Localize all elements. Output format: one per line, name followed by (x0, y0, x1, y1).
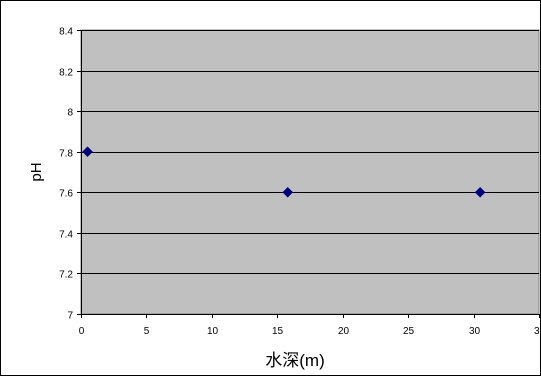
data-point (474, 186, 486, 198)
x-tick-labels: 0 5 10 15 20 25 30 35 (79, 326, 540, 337)
data-point (82, 146, 93, 158)
y-tick-label: 7.6 (59, 189, 73, 200)
x-axis-title: 水深(m) (265, 351, 324, 370)
axes (81, 30, 540, 318)
gridlines (77, 30, 539, 315)
y-tick-label: 7.8 (59, 149, 73, 160)
x-tick-label: 15 (272, 326, 284, 337)
y-tick-labels: 7 7.2 7.4 7.6 7.8 8 8.2 8.4 (59, 27, 73, 322)
y-tick-label: 8.2 (59, 68, 73, 79)
y-tick-label: 8 (67, 108, 73, 119)
y-tick-label: 7.2 (59, 270, 73, 281)
x-tick-label: 0 (79, 326, 85, 337)
y-tick-label: 8.4 (59, 27, 73, 38)
data-point (282, 186, 294, 198)
x-tick-label: 30 (469, 326, 481, 337)
x-tick-label: 25 (403, 326, 415, 337)
data-points (82, 146, 486, 198)
x-tick-label: 10 (207, 326, 219, 337)
x-tick-label: 5 (144, 326, 150, 337)
x-tick-label: 35 (534, 326, 540, 337)
y-axis-title: pH (28, 162, 45, 181)
y-tick-label: 7.4 (59, 230, 73, 241)
x-tick-label: 20 (338, 326, 350, 337)
plot-area (80, 29, 540, 315)
y-tick-label: 7 (67, 311, 73, 322)
